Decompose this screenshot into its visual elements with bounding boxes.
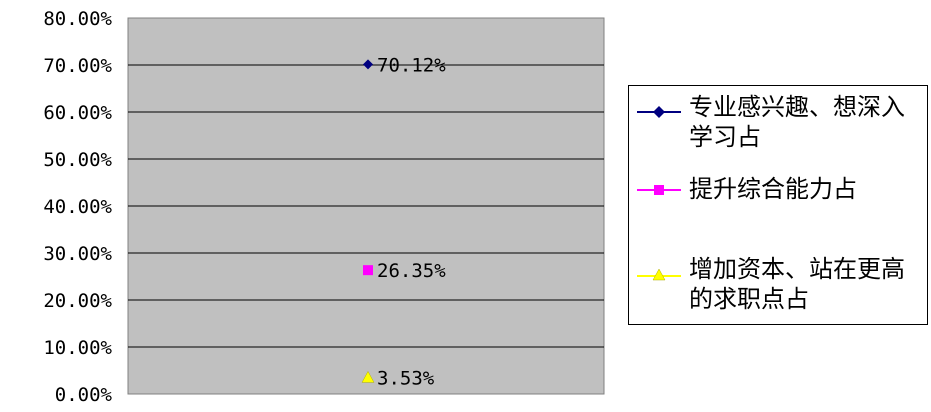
legend-item-1: 提升综合能力占 bbox=[629, 174, 927, 244]
gridlines bbox=[128, 64, 604, 348]
y-tick-label: 80.00% bbox=[43, 8, 112, 30]
legend-label: 提升综合能力占 bbox=[689, 175, 857, 203]
data-point-0 bbox=[363, 59, 373, 70]
legend-label: 专业感兴趣、想深入学习占 bbox=[689, 93, 905, 151]
data-labels: 70.12% 26.35% 3.53% bbox=[377, 54, 446, 389]
y-tick-label: 70.00% bbox=[43, 55, 112, 77]
y-tick-label: 50.00% bbox=[43, 149, 112, 171]
legend-label: 增加资本、站在更高的求职点占 bbox=[689, 255, 905, 313]
y-tick-label: 30.00% bbox=[43, 243, 112, 265]
diamond-marker-icon bbox=[637, 106, 681, 118]
data-points bbox=[361, 59, 375, 383]
y-tick-label: 60.00% bbox=[43, 102, 112, 124]
y-tick-label: 20.00% bbox=[43, 290, 112, 312]
data-label-0: 70.12% bbox=[377, 54, 446, 76]
triangle-marker-icon bbox=[637, 268, 681, 281]
legend-item-2: 增加资本、站在更高的求职点占 bbox=[629, 254, 927, 324]
y-axis-tick-labels: 0.00% 10.00% 20.00% 30.00% 40.00% 50.00% 60.00… bbox=[43, 8, 112, 406]
data-label-2: 3.53% bbox=[377, 367, 435, 389]
legend: 专业感兴趣、想深入学习占 提升综合能力占 增加资本、站在更高的求职点占 bbox=[628, 85, 928, 325]
y-tick-label: 40.00% bbox=[43, 196, 112, 218]
data-label-1: 26.35% bbox=[377, 260, 446, 282]
y-tick-label: 0.00% bbox=[55, 384, 113, 406]
square-marker-icon bbox=[637, 185, 681, 195]
y-tick-label: 10.00% bbox=[43, 337, 112, 359]
legend-item-0: 专业感兴趣、想深入学习占 bbox=[629, 92, 927, 162]
data-point-2 bbox=[361, 370, 375, 383]
data-point-1 bbox=[363, 265, 373, 276]
